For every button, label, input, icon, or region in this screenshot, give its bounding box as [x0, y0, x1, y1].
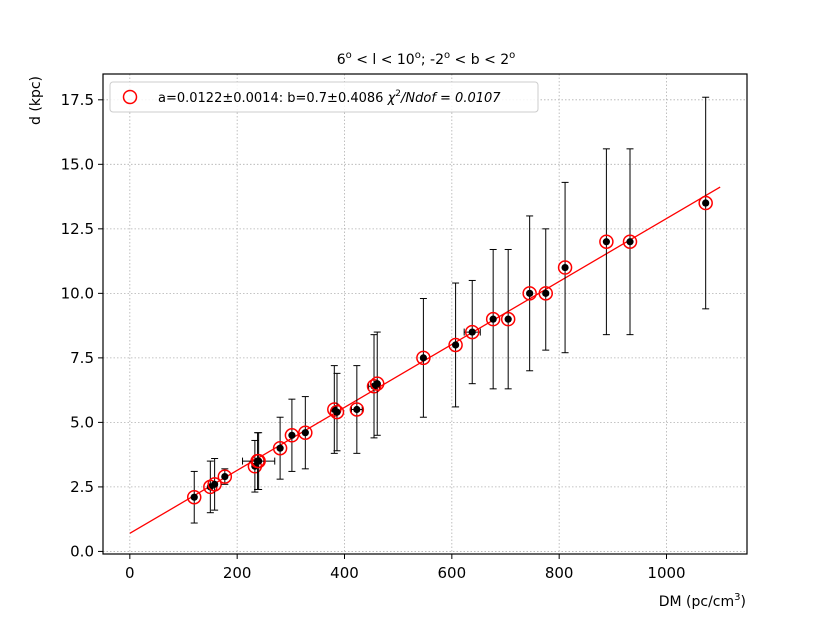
data-point-ring — [369, 376, 385, 391]
x-tick-label: 200 — [223, 564, 252, 582]
data-point-ring — [298, 425, 313, 440]
data-point-ring — [327, 402, 342, 417]
plot-frame — [102, 73, 748, 555]
data-point — [298, 396, 313, 470]
data-point-dot — [211, 480, 219, 488]
data-point-dot — [419, 354, 427, 362]
data-point-dot — [451, 341, 460, 349]
data-point-ring — [464, 324, 480, 340]
data-point — [369, 331, 385, 436]
data-point — [284, 398, 300, 472]
data-point-dot — [489, 315, 497, 323]
data-point-ring — [416, 350, 431, 366]
data-point-ring — [599, 234, 614, 249]
legend-label: a=0.0122±0.0014: b=0.7±0.4086 χ2/Ndof = … — [158, 89, 501, 106]
x-tick-label: 0 — [125, 564, 135, 582]
data-point — [272, 416, 288, 480]
y-axis-label: d (kpc) — [28, 76, 44, 125]
data-point-ring — [500, 311, 516, 327]
data-point-dot — [301, 429, 309, 437]
y-tick-label: 7.5 — [70, 349, 94, 367]
y-tick-label: 0.0 — [70, 542, 94, 560]
data-point-dot — [255, 457, 263, 465]
data-point-ring — [251, 453, 266, 469]
data-point — [500, 248, 516, 390]
data-point — [217, 468, 233, 485]
data-point-dot — [288, 431, 296, 439]
x-tick-label: 800 — [545, 564, 574, 582]
legend-marker-icon — [122, 89, 138, 105]
data-point-ring — [448, 337, 463, 353]
x-tick-label: 600 — [438, 564, 467, 582]
legend: a=0.0122±0.0014: b=0.7±0.4086 χ2/Ndof = … — [109, 81, 539, 113]
data-point-ring — [186, 489, 202, 505]
data-point — [522, 215, 537, 372]
data-point-ring — [349, 402, 365, 417]
data-point-ring — [622, 234, 638, 249]
legend-box — [109, 81, 539, 113]
y-tick-label: 10.0 — [61, 284, 94, 302]
data-point — [599, 148, 614, 336]
data-point — [186, 470, 202, 524]
data-point — [538, 228, 553, 351]
data-points-layer — [186, 96, 713, 524]
data-point-dot — [333, 408, 341, 416]
data-point-dot — [353, 405, 361, 414]
data-point-dot — [602, 238, 610, 246]
y-tick-label: 15.0 — [61, 155, 94, 173]
data-point — [557, 181, 573, 354]
x-axis-label: DM (pc/cm3) — [659, 592, 746, 610]
data-point-dot — [373, 380, 381, 388]
x-tick-label: 1000 — [647, 564, 685, 582]
data-point-dot — [276, 444, 284, 452]
data-point-dot — [221, 472, 229, 481]
data-point — [329, 372, 345, 452]
data-point-dot — [561, 263, 569, 272]
data-point-dot — [190, 493, 198, 501]
data-point — [622, 148, 638, 336]
y-tick-label: 2.5 — [70, 478, 94, 496]
y-tick-label: 12.5 — [61, 220, 94, 238]
data-point — [207, 458, 222, 511]
data-point-ring — [538, 286, 553, 301]
data-point-dot — [702, 199, 710, 207]
data-point-ring — [557, 260, 573, 275]
axis-ticks: 0 200 400 600 800 1000 0.0 2.5 5.0 7.5 10.0 12.5 15.… — [61, 91, 686, 582]
data-point-ring — [284, 428, 300, 443]
y-tick-label: 17.5 — [61, 91, 94, 109]
chart-title: 6o < l < 10o; -2o < b < 2o — [337, 50, 516, 68]
data-point — [416, 298, 431, 418]
data-point — [349, 365, 365, 454]
data-point-ring — [366, 379, 382, 394]
data-point-ring — [522, 286, 537, 301]
data-point-ring — [217, 469, 233, 484]
data-point-ring — [272, 440, 288, 456]
data-point — [448, 282, 463, 408]
data-point-ring — [207, 477, 222, 492]
data-point-dot — [468, 328, 476, 336]
data-point — [698, 96, 713, 310]
data-point-dot — [526, 289, 534, 297]
data-point-ring — [329, 404, 345, 420]
data-point — [366, 334, 382, 439]
data-point-ring — [485, 311, 501, 327]
data-point — [463, 279, 481, 385]
data-point-ring — [698, 195, 713, 211]
data-point — [242, 432, 276, 490]
data-point-dot — [504, 315, 512, 323]
grid-lines — [103, 74, 747, 554]
x-tick-label: 400 — [330, 564, 359, 582]
data-point-dot — [626, 238, 634, 246]
data-point-dot — [542, 289, 550, 297]
y-tick-label: 5.0 — [70, 413, 94, 431]
data-point — [485, 248, 501, 390]
